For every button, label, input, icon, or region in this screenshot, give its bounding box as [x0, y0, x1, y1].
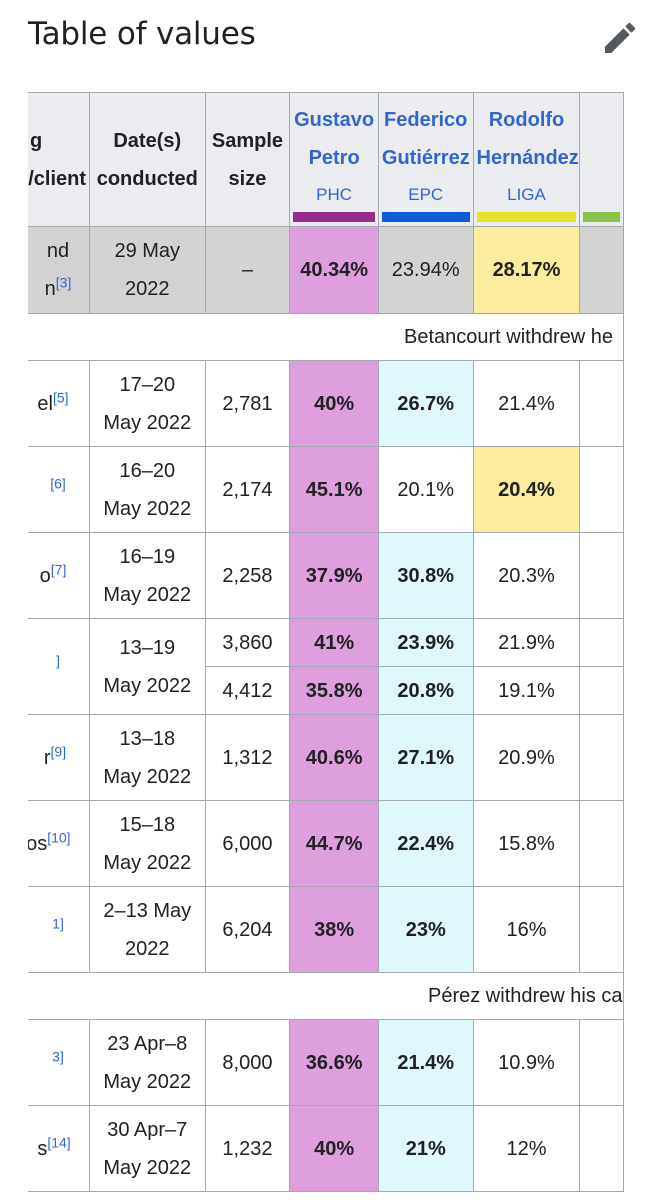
table-header-row: g n/client Date(s) conducted Sample size…	[28, 92, 624, 227]
citation-link[interactable]: [3]	[55, 274, 72, 291]
party-link[interactable]: LIGA	[507, 184, 546, 204]
edit-button[interactable]	[600, 18, 640, 58]
section-header: Table of values	[0, 0, 664, 92]
note-row: Pérez withdrew his ca	[28, 972, 624, 1020]
result-date: 29 May 2022	[89, 226, 206, 314]
table-row: o[7] 16–19 May 2022 2,258 37.9% 30.8% 20.…	[28, 532, 624, 619]
table-row: s[14] 30 Apr–7 May 2022 1,232 40% 21% 12%	[28, 1105, 624, 1192]
party-link[interactable]: EPC	[408, 184, 444, 204]
citation-link[interactable]: [10]	[47, 828, 71, 845]
pencil-icon	[605, 22, 636, 53]
table-row: ] 13–19 May 2022 3,860 41% 23.9% 21.9%	[28, 618, 624, 715]
header-candidate-hernandez[interactable]: Rodolfo Hernández LIGA	[472, 92, 581, 227]
result-sample: –	[204, 226, 291, 314]
party-color-bar	[293, 211, 375, 222]
header-dates: Date(s) conducted	[89, 92, 206, 227]
citation-link[interactable]: [7]	[50, 560, 67, 577]
citation-link[interactable]: [6]	[50, 474, 66, 491]
table-row: 3] 23 Apr–8 May 2022 8,000 36.6% 21.4% 10…	[28, 1019, 624, 1106]
citation-link[interactable]: [5]	[53, 388, 69, 405]
citation-link[interactable]: 1]	[52, 914, 64, 931]
note-text: Pérez withdrew his ca	[428, 985, 623, 1007]
page-title: Table of values	[28, 16, 256, 52]
header-pollster: g n/client	[28, 92, 91, 227]
citation-link[interactable]: ]	[56, 651, 60, 668]
result-gutierrez: 23.94%	[377, 226, 474, 314]
polls-table: g n/client Date(s) conducted Sample size…	[28, 92, 624, 1192]
table-row: 4,412 35.8% 20.8% 19.1%	[28, 666, 624, 715]
header-next-candidate	[579, 92, 624, 227]
header-candidate-gutierrez[interactable]: Federico Gutiérrez EPC	[377, 92, 474, 227]
result-next	[579, 226, 624, 314]
header-candidate-petro[interactable]: Gustavo Petro PHC	[289, 92, 379, 227]
table-row: el[5] 17–20 May 2022 2,781 40% 26.7% 21.4…	[28, 360, 624, 447]
party-color-bar	[583, 211, 620, 222]
party-link[interactable]: PHC	[316, 184, 353, 204]
table-scroll-container[interactable]: g n/client Date(s) conducted Sample size…	[28, 92, 636, 1200]
citation-link[interactable]: 3]	[52, 1047, 64, 1064]
result-pollster: nd n[3]	[28, 226, 91, 314]
party-color-bar	[381, 211, 470, 222]
table-row: [6] 16–20 May 2022 2,174 45.1% 20.1% 20.4…	[28, 446, 624, 533]
citation-link[interactable]: [14]	[47, 1133, 71, 1150]
candidate-link[interactable]: Gustavo	[294, 108, 375, 131]
election-result-row: nd n[3] 29 May 2022 – 40.34% 23.94% 28.1…	[28, 226, 624, 314]
candidate-link[interactable]: Federico	[384, 108, 468, 131]
note-row: Betancourt withdrew he	[28, 313, 624, 361]
table-row: 1] 2–13 May 2022 6,204 38% 23% 16%	[28, 886, 624, 973]
table-row: r[9] 13–18 May 2022 1,312 40.6% 27.1% 20.…	[28, 714, 624, 801]
party-color-bar	[476, 211, 577, 222]
result-hernandez: 28.17%	[472, 226, 581, 314]
candidate-link[interactable]: Rodolfo	[488, 108, 565, 131]
header-sample-size: Sample size	[204, 92, 291, 227]
result-petro: 40.34%	[289, 226, 379, 314]
note-text: Betancourt withdrew he	[404, 326, 614, 348]
citation-link[interactable]: [9]	[50, 742, 67, 759]
